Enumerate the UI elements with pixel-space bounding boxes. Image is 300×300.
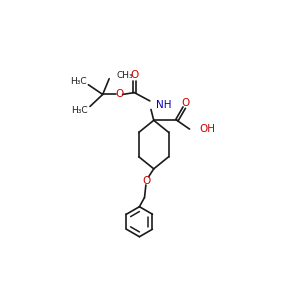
- Text: NH: NH: [156, 100, 172, 110]
- Text: O: O: [115, 89, 124, 99]
- Text: O: O: [130, 70, 139, 80]
- Text: O: O: [142, 176, 151, 186]
- Text: H₃C: H₃C: [70, 77, 86, 86]
- Text: OH: OH: [199, 124, 215, 134]
- Text: CH₃: CH₃: [117, 71, 133, 80]
- Text: H₃C: H₃C: [71, 106, 88, 115]
- Text: O: O: [181, 98, 190, 107]
